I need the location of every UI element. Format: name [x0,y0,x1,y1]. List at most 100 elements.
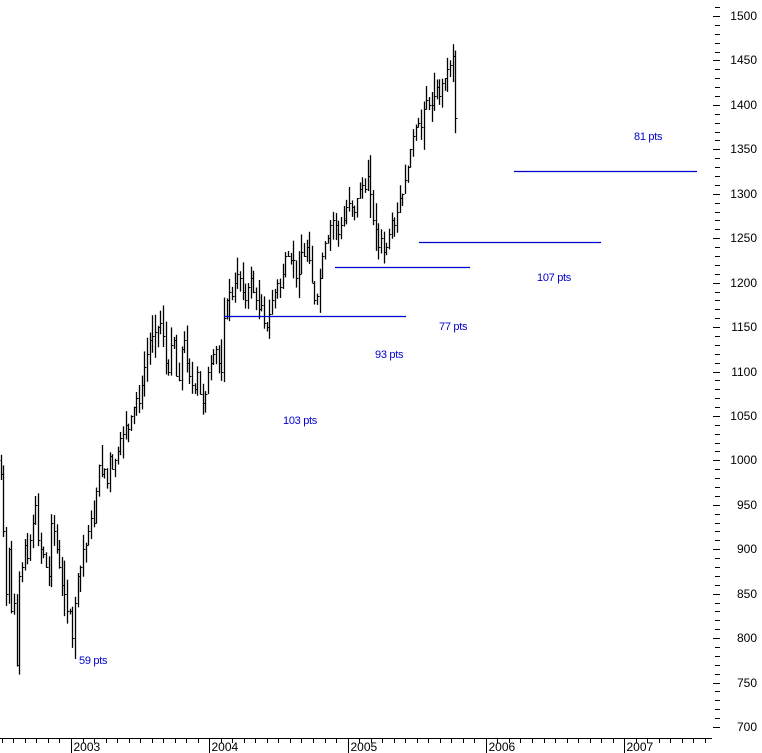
price-bar [29,534,33,561]
price-bar [372,190,376,226]
price-bar [71,606,75,648]
price-bar [260,294,264,312]
price-bar [298,251,302,299]
y-tick-label: 1500 [730,9,757,23]
y-tick-label: 850 [737,587,757,601]
price-bar [438,79,442,105]
price-bar [268,299,272,339]
y-tick-label: 1350 [730,142,757,156]
price-bar [380,229,384,254]
price-bar [82,534,86,577]
price-bar [407,165,411,183]
price-bar [212,349,216,365]
price-bar [175,334,179,377]
x-tick-label: 2003 [74,740,101,753]
price-bar [345,199,349,225]
price-bar [244,283,248,309]
price-bar [167,359,171,376]
price-bar [401,193,405,207]
price-bar [95,487,99,524]
price-bar [215,345,219,365]
price-bar [111,454,115,470]
y-tick-label: 750 [737,676,757,690]
price-bar [279,278,283,298]
price-bar [295,260,299,288]
price-bar [26,533,30,565]
price-bar [308,231,312,265]
price-bar [255,287,259,311]
y-tick-label: 700 [737,720,757,734]
price-bar [231,286,235,301]
y-tick-label: 1100 [731,365,757,379]
price-bar [135,392,139,416]
price-bar [329,219,333,252]
price-bar [364,178,368,193]
price-bar [10,540,14,614]
price-bar [404,164,408,194]
y-tick-label: 950 [737,498,757,512]
price-bar [37,493,41,547]
price-bar [311,245,315,284]
points-annotation: 93 pts [375,349,404,361]
price-bar [79,565,83,592]
price-bar [313,281,317,305]
price-bar [146,337,150,382]
price-bar [433,72,437,111]
price-bar [159,310,163,335]
price-bar [170,327,174,376]
price-bar [223,297,227,383]
price-bar [50,514,54,588]
price-bar [151,315,155,353]
price-bar [196,366,200,396]
price-bar [93,500,97,528]
points-annotation: 103 pts [283,415,318,427]
price-bar [348,187,352,212]
price-bar [361,177,365,199]
y-tick-label: 1400 [730,98,757,112]
price-bar [87,524,91,546]
price-bar [303,243,307,257]
price-bar [103,468,107,479]
price-bar [454,50,458,134]
price-bar [178,362,182,382]
point-annotations: 59 pts 103 pts 93 pts 77 pts 107 pts 81 pts [79,131,663,667]
price-bar [5,527,9,606]
y-tick-label: 800 [737,631,757,645]
price-bar [74,596,78,659]
price-bars [0,44,458,675]
price-bar [377,223,381,260]
x-tick-label: 2005 [351,740,378,753]
price-bar [106,468,110,489]
price-bar [428,97,432,111]
price-bar [138,385,142,414]
price-bar [0,460,1,461]
points-annotation: 81 pts [634,131,663,143]
y-tick-label: 1000 [730,453,757,467]
price-bar [420,109,424,140]
price-bar [396,202,400,233]
price-bar [369,155,373,218]
price-bar [34,496,38,525]
price-bar [356,198,360,218]
price-bar [63,560,67,617]
price-bar [415,124,419,141]
price-bar [324,241,328,260]
y-tick-label: 1250 [730,231,757,245]
price-bar [220,339,224,381]
price-bar [45,552,49,568]
price-bar [417,117,421,128]
y-tick-label: 900 [737,542,757,556]
price-bar [287,250,291,257]
price-bar [42,546,46,559]
price-bar [204,391,208,413]
price-bar [449,60,453,77]
price-bar [441,78,445,108]
price-bar [2,465,6,538]
price-bar [321,252,325,279]
price-bar [114,458,118,478]
price-bar [284,252,288,278]
price-bar [119,431,123,456]
price-bar [85,542,89,563]
price-bar [332,211,336,240]
price-bar [393,217,397,237]
